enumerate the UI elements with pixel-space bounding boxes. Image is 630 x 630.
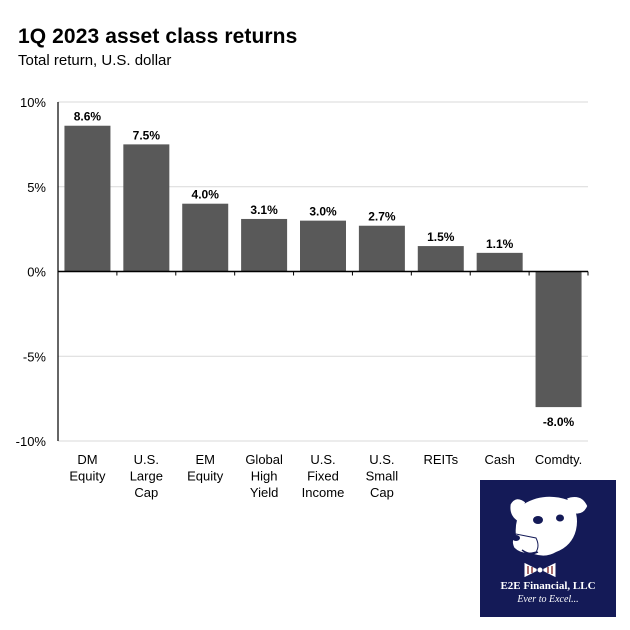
data-label: 1.5% xyxy=(427,230,455,244)
x-tick-label: EM Equity xyxy=(187,452,224,484)
data-label: 3.1% xyxy=(250,203,278,217)
bar xyxy=(123,144,170,272)
x-tick-label: U.S. Large Cap xyxy=(130,452,163,500)
logo-tagline: Ever to Excel... xyxy=(517,594,579,605)
bar xyxy=(182,203,229,272)
data-label: -8.0% xyxy=(543,415,575,429)
chart-title: 1Q 2023 asset class returns xyxy=(18,25,298,48)
bars xyxy=(64,125,582,408)
data-label: 4.0% xyxy=(192,188,220,202)
bar xyxy=(417,246,464,272)
x-tick-label: Global High Yield xyxy=(245,452,283,500)
data-label: 8.6% xyxy=(74,110,102,124)
x-tick-label: U.S. Small Cap xyxy=(366,452,399,500)
bar xyxy=(535,271,582,408)
data-label: 7.5% xyxy=(133,128,161,142)
y-tick-label: 5% xyxy=(27,180,46,195)
x-tick-label: Cash xyxy=(484,452,514,467)
y-tick-label: 0% xyxy=(27,265,46,280)
bar xyxy=(241,218,288,272)
bar xyxy=(64,125,111,272)
x-tick-label: U.S. Fixed Income xyxy=(302,452,345,500)
bar xyxy=(476,252,523,272)
x-tick-label: DM Equity xyxy=(69,452,106,484)
axes xyxy=(57,102,589,441)
bar xyxy=(300,220,346,272)
data-label: 2.7% xyxy=(368,210,396,224)
y-tick-label: -5% xyxy=(23,349,47,364)
y-tick-label: 10% xyxy=(20,95,46,110)
logo-company-name: E2E Financial, LLC xyxy=(500,580,596,592)
x-tick-label: REITs xyxy=(423,452,458,467)
y-tick-label: -10% xyxy=(16,434,47,449)
bar xyxy=(358,225,405,272)
data-label: 3.0% xyxy=(309,205,337,219)
dog-mascot-icon xyxy=(508,495,589,579)
labels: 10% 5% 0% -5% -10% 8.6% DM Equity 7.5% U.S. Large C… xyxy=(16,95,583,500)
company-logo: E2E Financial, LLC Ever to Excel... xyxy=(480,480,616,617)
x-tick-label: Comdty. xyxy=(535,452,582,467)
data-label: 1.1% xyxy=(486,237,514,251)
chart-subtitle: Total return, U.S. dollar xyxy=(18,52,172,69)
